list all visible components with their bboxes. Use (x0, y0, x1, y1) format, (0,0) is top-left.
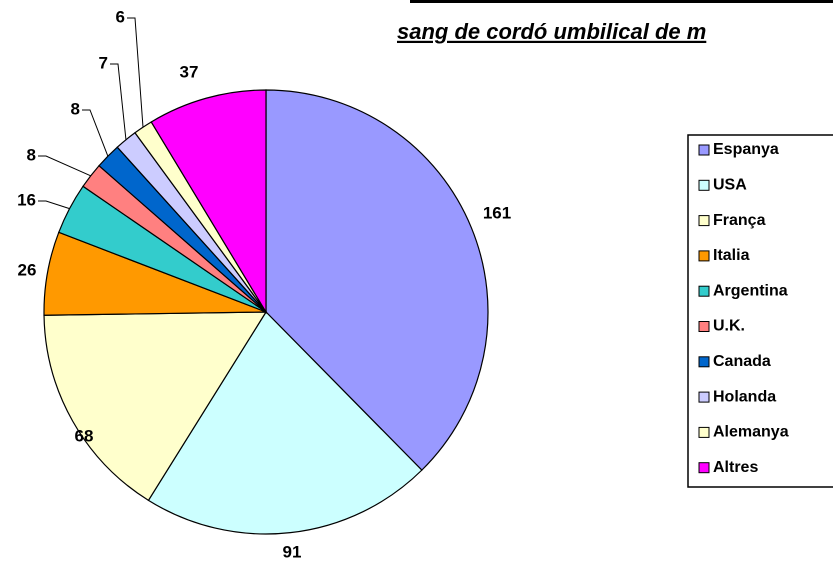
legend-label: Argentina (713, 282, 788, 299)
legend-marker (698, 144, 710, 156)
data-label: 26 (18, 260, 37, 279)
data-label: 91 (283, 542, 302, 561)
legend-label: França (713, 212, 766, 229)
data-label: 161 (483, 203, 511, 222)
legend-marker (698, 462, 710, 474)
legend-label: USA (713, 177, 747, 194)
leader-line (127, 17, 144, 128)
legend-marker (698, 285, 710, 297)
leader-line (82, 109, 109, 157)
pie-slice (147, 311, 423, 535)
data-label: 16 (17, 190, 36, 209)
legend-box (687, 134, 833, 488)
legend-marker (698, 321, 710, 332)
legend-label: Canada (713, 353, 771, 370)
leader-line (110, 63, 127, 140)
pie-slice (150, 89, 267, 315)
legend-label: Espanya (713, 141, 779, 158)
data-label: 68 (75, 426, 94, 445)
legend-label: Altres (713, 459, 758, 476)
legend-marker (698, 250, 710, 262)
chart-title: sang de cordó umbilical de m (397, 19, 706, 44)
leader-line (38, 155, 91, 177)
data-label: 8 (27, 145, 36, 164)
data-label: 6 (116, 7, 125, 26)
data-label: 37 (180, 62, 199, 81)
top-band (410, 0, 833, 3)
leader-line (38, 200, 70, 210)
legend-label: Alemanya (713, 424, 789, 441)
legend-marker (698, 391, 710, 403)
legend-marker (698, 426, 710, 438)
legend-marker (698, 179, 710, 191)
pie-slice (265, 89, 489, 471)
data-label: 7 (99, 53, 108, 72)
legend-marker (698, 356, 710, 368)
data-label: 8 (71, 99, 80, 118)
legend-label: Holanda (713, 388, 776, 405)
pie-slice (43, 311, 268, 502)
legend-label: Italia (713, 247, 750, 264)
legend-marker (698, 215, 710, 227)
legend-label: U.K. (713, 318, 745, 335)
